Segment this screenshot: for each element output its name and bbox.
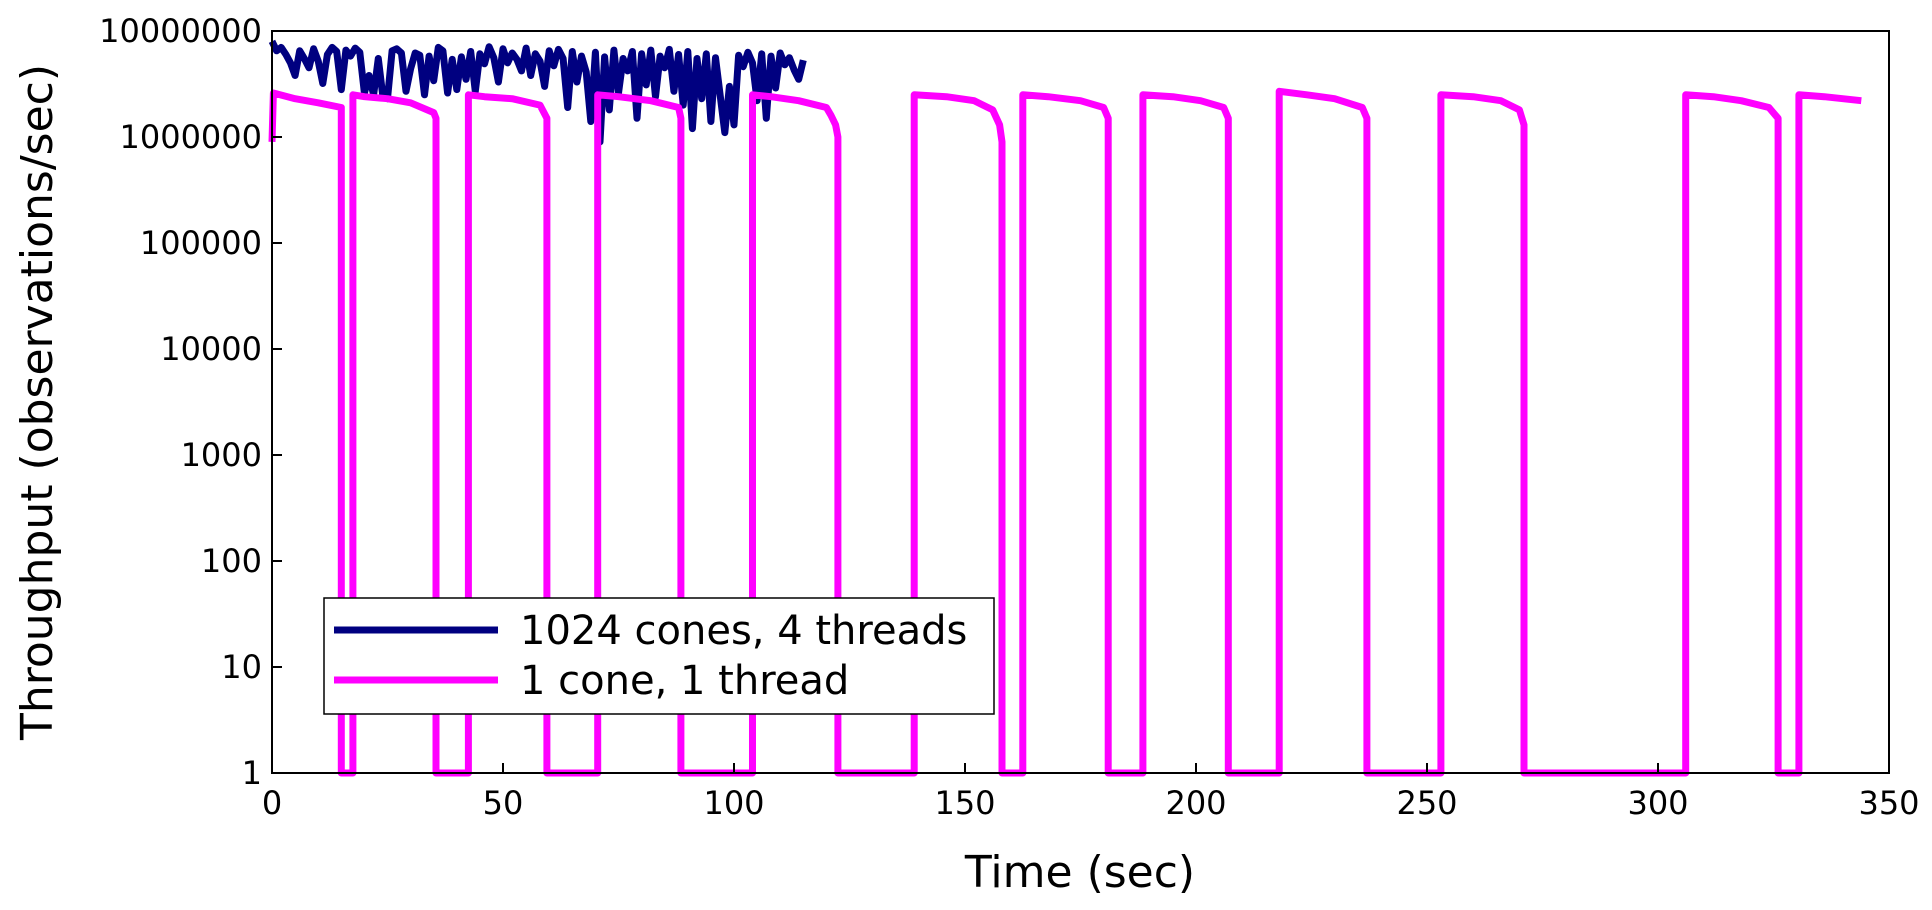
y-tick-label: 1000 <box>181 436 262 474</box>
y-axis-label: Throughput (observations/sec) <box>12 64 63 741</box>
x-tick-label: 100 <box>703 784 764 822</box>
x-tick-label: 250 <box>1396 784 1457 822</box>
x-tick-label: 200 <box>1165 784 1226 822</box>
x-axis-label: Time (sec) <box>964 847 1195 898</box>
legend-label-1-cone: 1 cone, 1 thread <box>520 658 849 704</box>
y-tick-label: 100000 <box>140 224 262 262</box>
series-1024-cones-4-threads-line <box>268 39 807 146</box>
y-tick-label: 10 <box>221 648 262 686</box>
y-tick-label: 100 <box>201 542 262 580</box>
legend: 1024 cones, 4 threads 1 cone, 1 thread <box>323 597 995 715</box>
y-tick-label: 10000 <box>160 330 262 368</box>
legend-box <box>323 597 995 715</box>
x-tick-label: 300 <box>1627 784 1688 822</box>
plot-frame <box>271 30 1890 774</box>
y-tick-label: 10000000 <box>99 12 262 50</box>
x-tick-label: 50 <box>483 784 524 822</box>
x-tick-label: 150 <box>934 784 995 822</box>
y-tick-label: 1000000 <box>119 118 262 156</box>
x-tick-label: 350 <box>1858 784 1919 822</box>
y-tick-label: 1 <box>242 754 262 792</box>
x-tick-label: 0 <box>262 784 282 822</box>
y-axis: 1 10 100 1000 10000 100000 1000000 10000000 <box>99 12 282 792</box>
x-axis: 0 50 100 150 200 250 300 350 <box>262 763 1920 822</box>
legend-label-1024-cones: 1024 cones, 4 threads <box>520 608 967 654</box>
